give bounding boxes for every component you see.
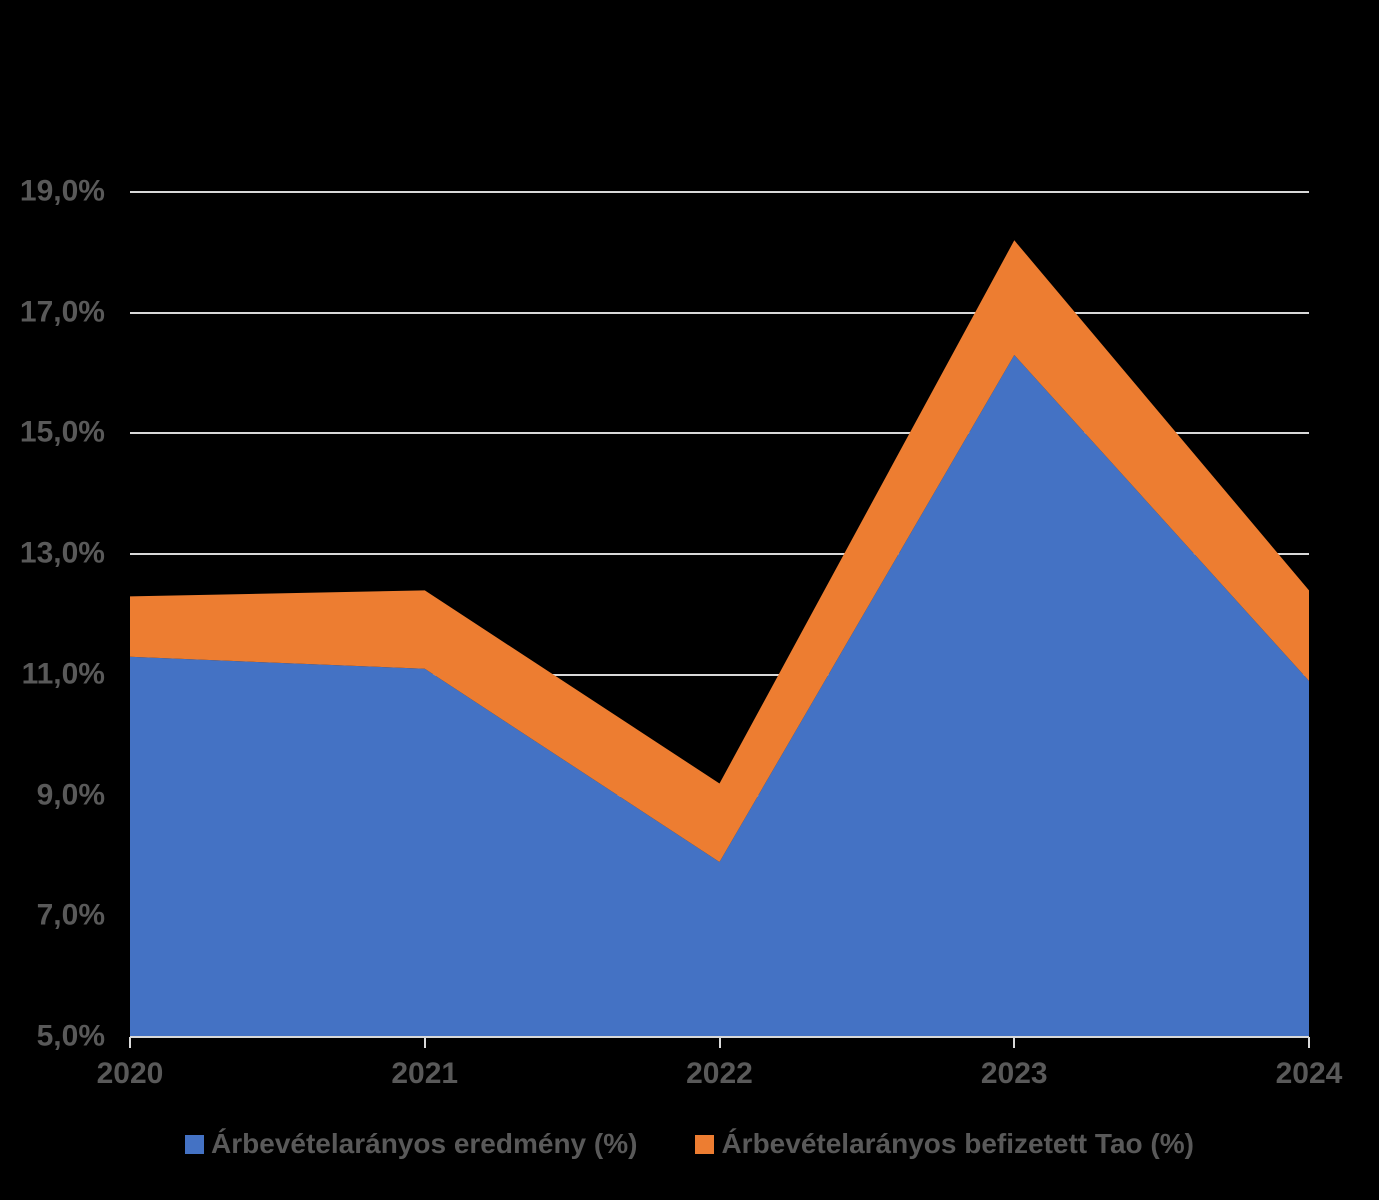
x-axis-tick-mark (129, 1037, 131, 1048)
gridline (130, 432, 1309, 435)
x-axis-tick-label: 2024 (1275, 1057, 1343, 1090)
legend-label-tao: Árbevételarányos befizetett Tao (%) (721, 1128, 1194, 1159)
x-axis-tick-label: 2023 (980, 1057, 1048, 1090)
x-axis-tick-mark (1013, 1037, 1016, 1048)
gridline (130, 553, 1309, 556)
legend-label-eredmeny: Árbevételarányos eredmény (%) (211, 1128, 638, 1159)
y-axis-tick-label: 11,0% (21, 657, 105, 691)
y-axis-tick-label: 13,0% (19, 536, 105, 570)
x-axis-tick-mark (1308, 1037, 1310, 1048)
legend-swatch-eredmeny-icon (185, 1134, 205, 1154)
x-axis-tick-label: 2021 (391, 1057, 459, 1090)
y-axis-tick-label: 19,0% (19, 174, 105, 208)
gridline (130, 673, 1309, 676)
y-axis-tick-label: 7,0% (36, 898, 105, 932)
x-axis-tick-mark (423, 1037, 426, 1048)
x-axis-tick-mark (718, 1037, 721, 1048)
x-axis-tick-label: 2022 (686, 1057, 753, 1090)
x-axis-tick-label: 2020 (96, 1057, 164, 1090)
legend-item-eredmeny: Árbevételarányos eredmény (%) (185, 1128, 637, 1160)
y-axis-tick-label: 17,0% (19, 295, 105, 329)
gridline (130, 311, 1309, 314)
legend-swatch-tao-icon (695, 1134, 715, 1154)
area-series-eredmeny (130, 355, 1309, 1037)
y-axis-tick-label: 9,0% (36, 777, 105, 811)
legend-item-tao: Árbevételarányos befizetett Tao (%) (695, 1128, 1194, 1160)
y-axis-tick-label: 15,0% (19, 415, 105, 449)
y-axis-tick-label: 5,0% (36, 1019, 105, 1053)
gridline (130, 191, 1309, 193)
chart-legend: Árbevételarányos eredmény (%) Árbevétela… (0, 1124, 1379, 1164)
